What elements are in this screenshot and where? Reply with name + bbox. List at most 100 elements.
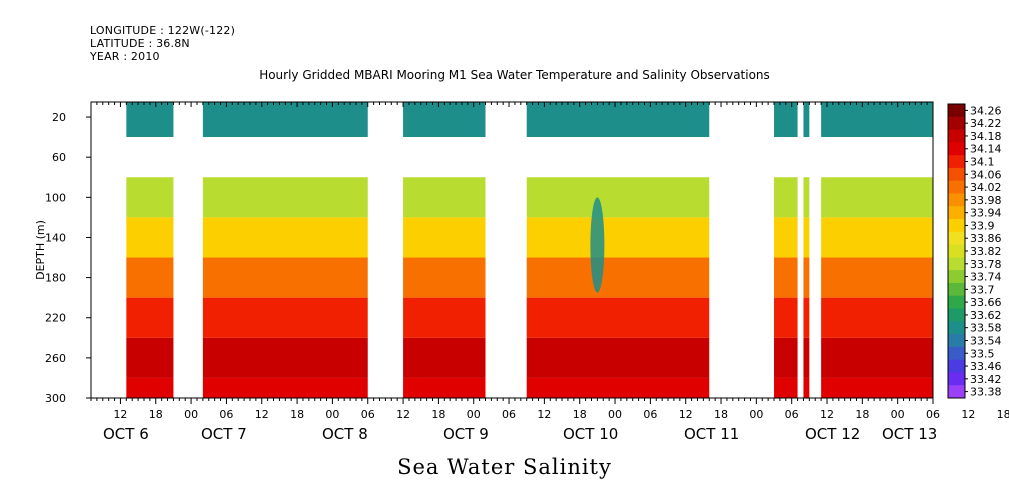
x-date-label: OCT 13 <box>882 425 937 443</box>
data-gap <box>91 102 127 398</box>
y-axis-label: DEPTH (m) <box>34 220 47 280</box>
x-tick-label: 18 <box>997 408 1009 421</box>
x-date-label: OCT 8 <box>322 425 368 443</box>
colorbar-label: 33.54 <box>970 334 1002 347</box>
colorbar-label: 33.38 <box>970 386 1002 399</box>
low-salinity-intrusion <box>590 197 605 293</box>
plot-frame <box>90 101 934 399</box>
x-tick-label: 12 <box>679 408 693 421</box>
data-gap <box>173 102 203 398</box>
colorbar-label: 33.46 <box>970 360 1002 373</box>
x-date-label: OCT 7 <box>201 425 247 443</box>
colorbar-swatch <box>948 129 965 143</box>
x-tick-label: 06 <box>643 408 657 421</box>
longitude-label: LONGITUDE : 122W(-122) <box>90 24 236 37</box>
x-tick-label: 00 <box>749 408 763 421</box>
colorbar-swatch <box>948 385 965 399</box>
colorbar-swatch <box>948 155 965 169</box>
x-tick-label: 12 <box>961 408 975 421</box>
colorbar-label: 34.22 <box>970 117 1002 130</box>
data-gap <box>809 102 822 398</box>
x-tick-label: 18 <box>714 408 728 421</box>
x-tick-label: 00 <box>325 408 339 421</box>
colorbar-swatch <box>948 257 965 271</box>
salinity-field <box>91 102 933 398</box>
colorbar-label: 34.06 <box>970 168 1002 181</box>
x-date-label: OCT 11 <box>684 425 739 443</box>
x-tick-label: 18 <box>573 408 587 421</box>
data-gap <box>367 102 404 398</box>
data-gap <box>709 102 775 398</box>
colorbar-label: 33.82 <box>970 245 1002 258</box>
colorbar-swatch <box>948 295 965 310</box>
colorbar-label: 33.42 <box>970 373 1002 386</box>
x-tick-label: 12 <box>396 408 410 421</box>
colorbar-swatch <box>948 372 965 386</box>
x-tick-label: 00 <box>891 408 905 421</box>
x-date-label: OCT 12 <box>805 425 860 443</box>
colorbar-label: 34.02 <box>970 181 1002 194</box>
x-tick-label: 18 <box>149 408 163 421</box>
data-gap <box>485 102 527 398</box>
x-date-label: OCT 9 <box>443 425 489 443</box>
year-label: YEAR : 2010 <box>90 50 160 63</box>
colorbar-swatch <box>948 104 965 118</box>
y-tick-label: 60 <box>52 151 66 164</box>
colorbar-label: 33.78 <box>970 258 1002 271</box>
x-date-label: OCT 10 <box>563 425 618 443</box>
x-tick-label: 18 <box>290 408 304 421</box>
latitude-label: LATITUDE : 36.8N <box>90 37 190 50</box>
colorbar-swatch <box>948 321 965 335</box>
colorbar-label: 34.18 <box>970 130 1002 143</box>
colorbar-swatch <box>948 167 965 182</box>
colorbar-label: 33.9 <box>970 219 995 232</box>
colorbar-swatch <box>948 219 965 233</box>
chart-title: Hourly Gridded MBARI Mooring M1 Sea Wate… <box>259 68 770 82</box>
colorbar-swatch <box>948 244 965 258</box>
colorbar-label: 33.74 <box>970 271 1002 284</box>
x-date-label: OCT 6 <box>103 425 149 443</box>
x-tick-label: 12 <box>537 408 551 421</box>
colorbar: 34.2634.2234.1834.1434.134.0634.0233.983… <box>947 103 1002 399</box>
x-tick-label: 06 <box>785 408 799 421</box>
x-tick-label: 06 <box>219 408 233 421</box>
y-tick-label: 220 <box>45 312 66 325</box>
x-tick-label: 06 <box>502 408 516 421</box>
colorbar-swatch <box>948 346 965 361</box>
colorbar-swatch <box>948 334 965 348</box>
axes: 20 60 100 140 180 220 260 300 12 18 00 06 12 18 00 06 12… <box>45 102 1009 443</box>
x-tick-label: 12 <box>255 408 269 421</box>
y-tick-label: 300 <box>45 392 66 405</box>
colorbar-label: 34.26 <box>970 104 1002 117</box>
x-tick-label: 00 <box>467 408 481 421</box>
colorbar-swatch <box>948 116 965 131</box>
colorbar-label: 33.94 <box>970 207 1002 220</box>
colorbar-label: 33.66 <box>970 296 1002 309</box>
colorbar-swatch <box>948 193 965 207</box>
colorbar-label: 33.5 <box>970 347 995 360</box>
colorbar-swatch <box>948 206 965 220</box>
colorbar-swatch <box>948 308 965 322</box>
y-tick-label: 260 <box>45 352 66 365</box>
y-tick-label: 20 <box>52 111 66 124</box>
x-tick-label: 18 <box>855 408 869 421</box>
colorbar-label: 33.58 <box>970 322 1002 335</box>
colorbar-label: 33.7 <box>970 283 995 296</box>
x-tick-label: 06 <box>926 408 940 421</box>
colorbar-label: 34.1 <box>970 156 995 169</box>
y-tick-label: 180 <box>45 272 66 285</box>
colorbar-swatch <box>948 231 965 246</box>
colorbar-swatch <box>948 180 965 194</box>
y-tick-label: 100 <box>45 191 66 204</box>
colorbar-label: 33.62 <box>970 309 1002 322</box>
data-gap <box>797 102 804 398</box>
colorbar-swatch <box>948 270 965 284</box>
x-tick-label: 00 <box>184 408 198 421</box>
colorbar-label: 33.98 <box>970 194 1002 207</box>
x-tick-label: 12 <box>113 408 127 421</box>
colorbar-label: 34.14 <box>970 143 1002 156</box>
colorbar-swatch <box>948 142 965 156</box>
colorbar-swatch <box>948 359 965 373</box>
colorbar-label: 33.86 <box>970 232 1002 245</box>
